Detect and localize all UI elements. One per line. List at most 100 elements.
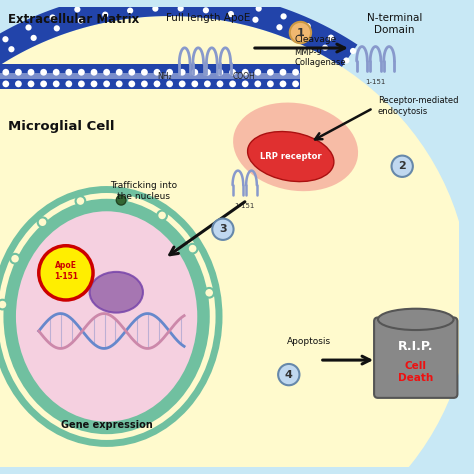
Circle shape	[74, 6, 81, 12]
Circle shape	[128, 69, 135, 76]
Circle shape	[49, 14, 55, 20]
Circle shape	[255, 5, 262, 12]
Circle shape	[53, 69, 60, 76]
Circle shape	[40, 69, 47, 76]
Circle shape	[127, 8, 133, 14]
Circle shape	[39, 246, 93, 300]
Circle shape	[204, 69, 211, 76]
Text: Trafficking into
the nucleus: Trafficking into the nucleus	[110, 181, 177, 201]
Circle shape	[128, 81, 135, 87]
Circle shape	[154, 69, 160, 76]
Text: R.I.P.: R.I.P.	[398, 340, 434, 353]
Circle shape	[100, 0, 106, 6]
Circle shape	[280, 69, 286, 76]
Circle shape	[322, 45, 328, 51]
Circle shape	[2, 69, 9, 76]
Circle shape	[2, 81, 9, 87]
Circle shape	[78, 69, 85, 76]
Circle shape	[75, 196, 85, 206]
Circle shape	[292, 81, 299, 87]
Circle shape	[40, 81, 47, 87]
Circle shape	[204, 0, 210, 2]
Circle shape	[242, 69, 248, 76]
Circle shape	[204, 81, 211, 87]
Circle shape	[9, 46, 15, 52]
Circle shape	[281, 13, 287, 19]
Text: N-terminal
Domain: N-terminal Domain	[367, 13, 422, 35]
Text: 1-151: 1-151	[365, 79, 386, 85]
Circle shape	[141, 81, 148, 87]
Circle shape	[203, 7, 209, 13]
Circle shape	[27, 69, 35, 76]
Circle shape	[116, 81, 123, 87]
Circle shape	[157, 210, 167, 220]
Circle shape	[116, 195, 126, 205]
Text: Receptor-mediated
endocytosis: Receptor-mediated endocytosis	[378, 97, 458, 116]
Circle shape	[78, 18, 84, 24]
Circle shape	[118, 194, 128, 203]
Circle shape	[290, 22, 311, 43]
Circle shape	[26, 24, 32, 30]
Text: Cell
Death: Cell Death	[398, 361, 433, 383]
Circle shape	[191, 81, 198, 87]
Ellipse shape	[378, 309, 454, 330]
Circle shape	[217, 81, 223, 87]
Circle shape	[154, 81, 160, 87]
Circle shape	[255, 69, 261, 76]
Circle shape	[280, 81, 286, 87]
Circle shape	[15, 81, 22, 87]
Circle shape	[166, 81, 173, 87]
Circle shape	[188, 244, 198, 254]
Polygon shape	[0, 0, 357, 377]
Circle shape	[178, 5, 184, 11]
Text: Microglial Cell: Microglial Cell	[8, 120, 114, 133]
Circle shape	[78, 81, 85, 87]
Text: MMP-9
Collagenase: MMP-9 Collagenase	[295, 48, 346, 67]
Text: 4: 4	[285, 370, 293, 380]
Circle shape	[27, 81, 35, 87]
Text: Full length ApoE: Full length ApoE	[166, 13, 251, 23]
Text: Apoptosis: Apoptosis	[287, 337, 331, 346]
Circle shape	[267, 81, 274, 87]
Text: 2: 2	[398, 161, 406, 171]
Text: NH₂: NH₂	[157, 72, 172, 81]
Circle shape	[15, 69, 22, 76]
Circle shape	[212, 219, 234, 240]
Circle shape	[0, 300, 7, 310]
Circle shape	[91, 81, 97, 87]
Circle shape	[229, 81, 236, 87]
Circle shape	[276, 24, 283, 30]
Circle shape	[166, 69, 173, 76]
Ellipse shape	[247, 131, 334, 182]
Ellipse shape	[90, 272, 143, 312]
Bar	[0, 64, 301, 89]
Circle shape	[229, 69, 236, 76]
FancyBboxPatch shape	[374, 318, 457, 398]
Circle shape	[350, 48, 356, 54]
Circle shape	[328, 35, 334, 41]
Circle shape	[300, 34, 306, 40]
Circle shape	[116, 69, 123, 76]
Circle shape	[242, 81, 248, 87]
Circle shape	[10, 254, 20, 264]
Circle shape	[228, 11, 234, 17]
Circle shape	[103, 69, 110, 76]
Circle shape	[91, 69, 97, 76]
Circle shape	[152, 6, 158, 12]
Text: Extracellular Matrix: Extracellular Matrix	[8, 13, 139, 26]
Circle shape	[179, 69, 186, 76]
Text: Cleavage: Cleavage	[295, 36, 337, 45]
Text: Gene expression: Gene expression	[61, 420, 153, 430]
Circle shape	[30, 35, 37, 41]
Circle shape	[103, 81, 110, 87]
Text: 1-151: 1-151	[235, 203, 255, 209]
Bar	[0, 73, 301, 79]
Text: ApoE
1-151: ApoE 1-151	[54, 261, 78, 281]
Circle shape	[343, 57, 349, 64]
Text: COOH: COOH	[233, 72, 255, 81]
Circle shape	[230, 0, 237, 6]
Circle shape	[267, 69, 274, 76]
Circle shape	[126, 0, 132, 2]
Circle shape	[305, 23, 311, 29]
Circle shape	[292, 69, 299, 76]
